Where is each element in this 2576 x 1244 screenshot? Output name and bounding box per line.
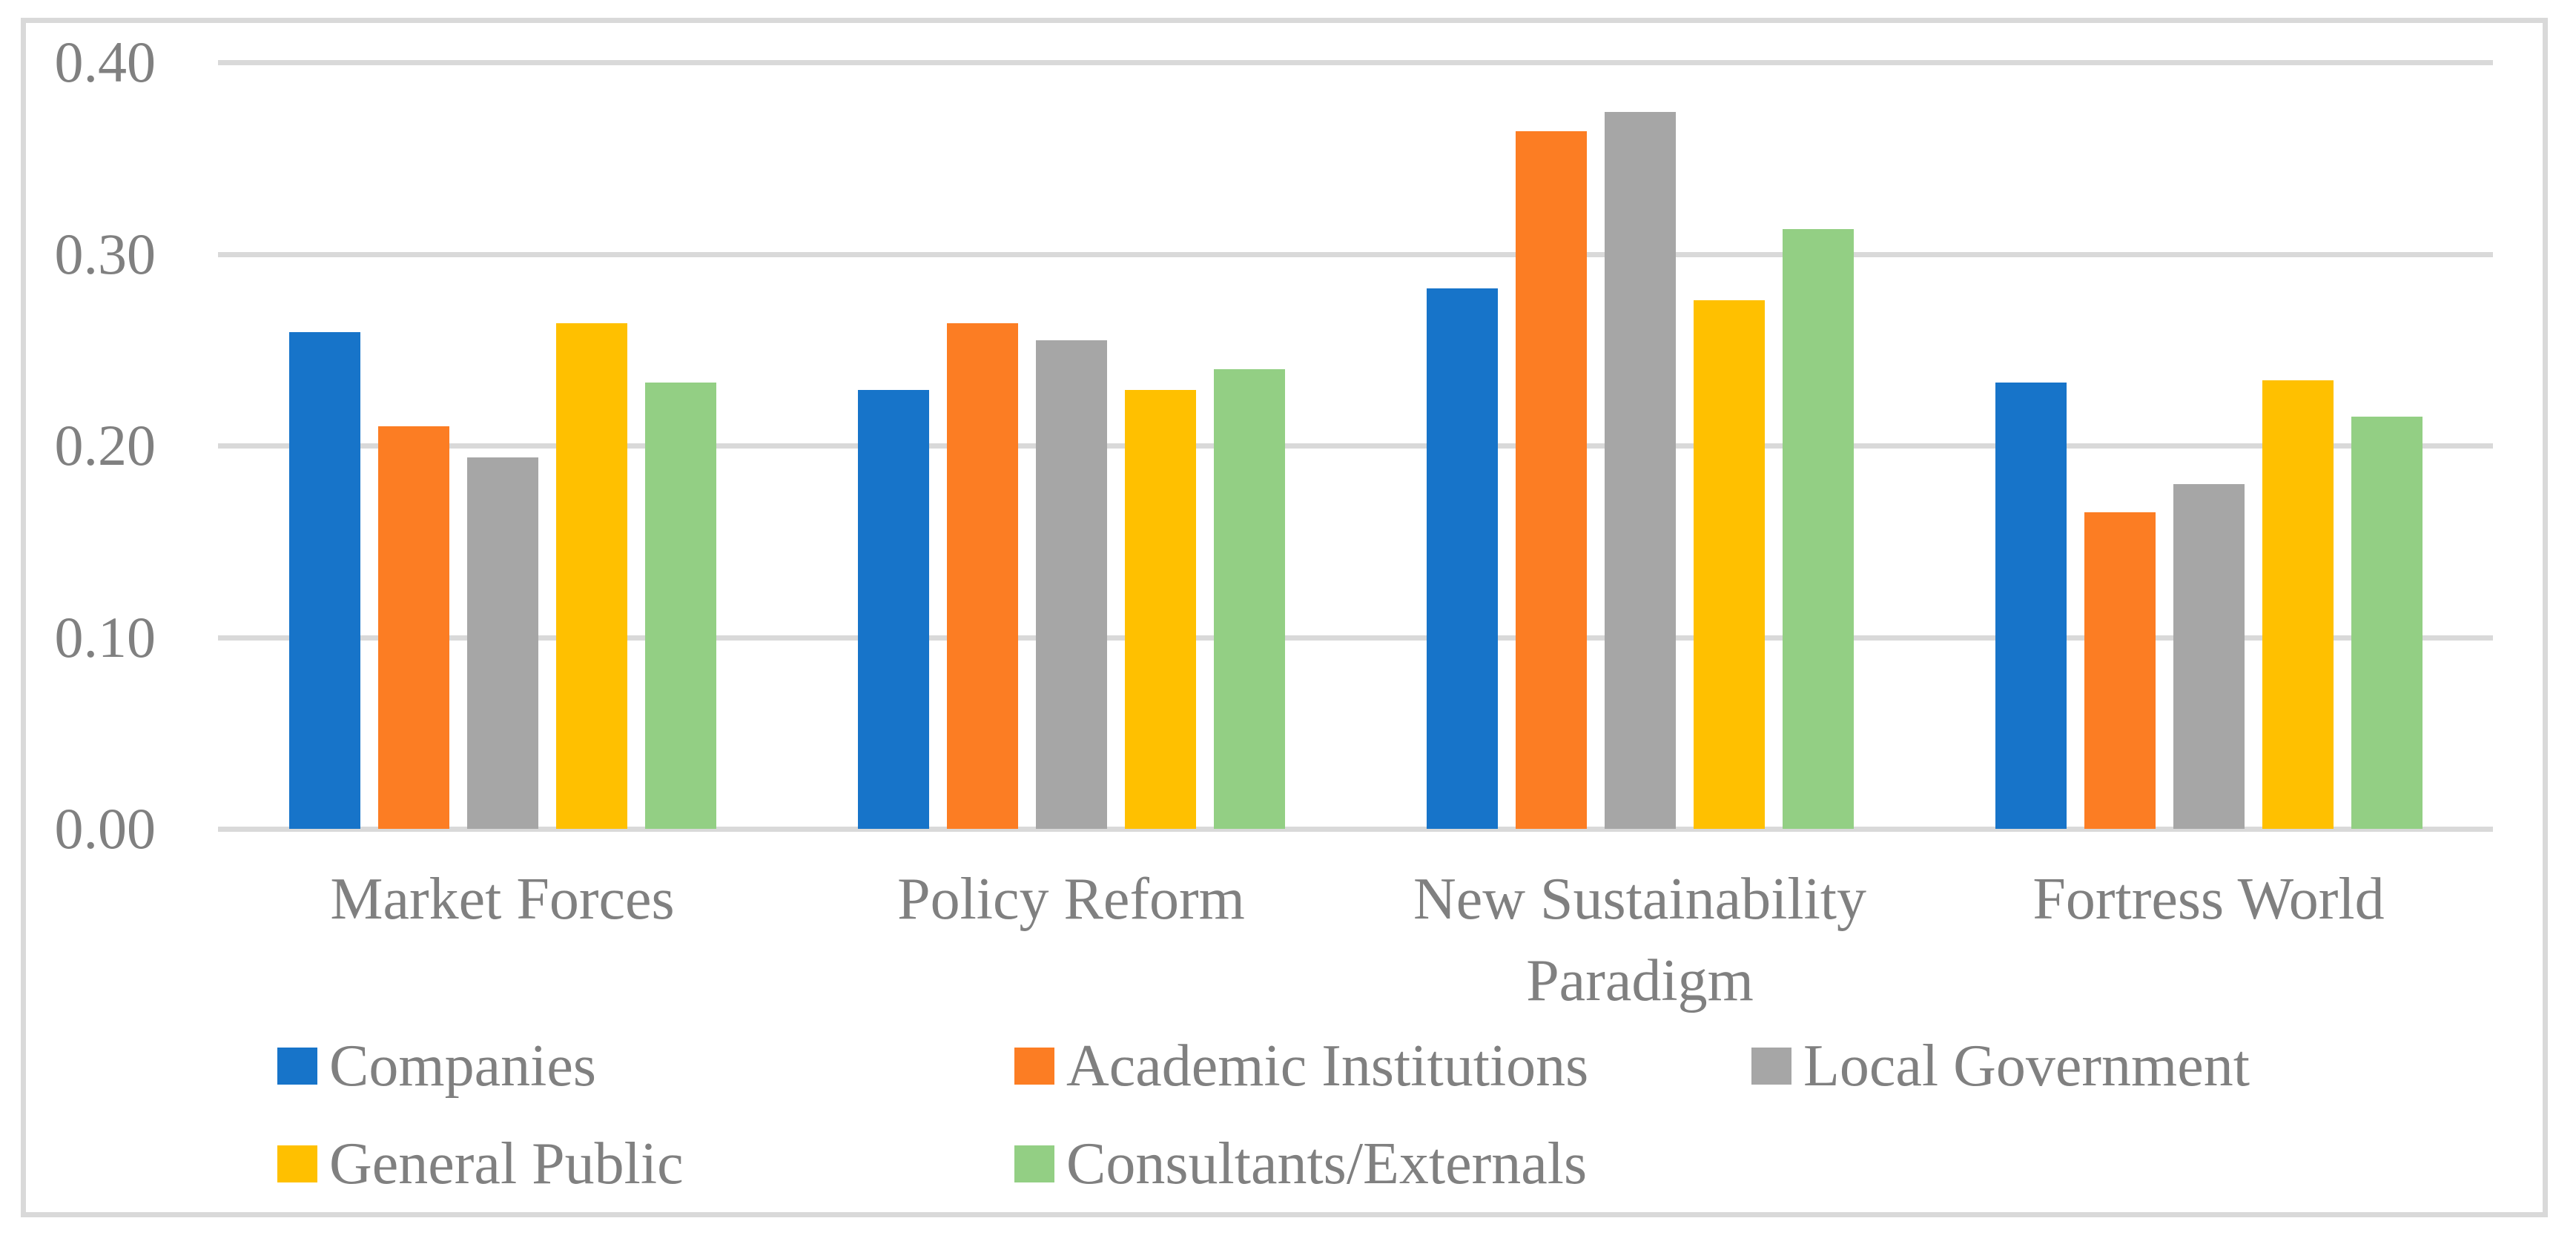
bar-academic-institutions-3 [1515,131,1587,829]
bar-academic-institutions-2 [946,323,1018,829]
legend-label: General Public [329,1131,684,1197]
legend-item: Companies [277,1028,596,1105]
legend-label: Consultants/Externals [1066,1131,1588,1197]
y-axis-tick-label: 0.30 [54,221,156,286]
bar-companies-3 [1426,288,1498,829]
category-label: New Sustainability Paradigm [1413,867,1867,1013]
bar-local-government-1 [466,457,538,829]
legend-label: Companies [329,1033,596,1099]
bar-general-public-3 [1693,300,1765,829]
bar-academic-institutions-1 [377,426,449,829]
bar-general-public-4 [2262,380,2334,829]
legend-swatch-icon [277,1145,317,1183]
bar-local-government-4 [2173,484,2245,829]
legend-swatch-icon [277,1048,317,1085]
gridline [218,635,2493,641]
y-axis-tick-label: 0.40 [54,30,156,94]
bar-general-public-1 [555,323,627,829]
bar-companies-4 [1995,383,2067,829]
bar-companies-1 [288,332,360,829]
category-label: Market Forces [330,867,675,932]
x-axis-line [218,827,2493,832]
plot-area [218,60,2493,832]
legend-swatch-icon [1751,1048,1791,1085]
bar-academic-institutions-4 [2084,512,2156,829]
bar-local-government-3 [1604,112,1676,829]
legend-label: Local Government [1803,1033,2250,1099]
category-label: Policy Reform [897,867,1245,932]
legend-item: Consultants/Externals [1014,1125,1587,1202]
legend-item: General Public [277,1125,684,1202]
bar-consultants-externals-1 [644,383,716,829]
gridline [218,60,2493,65]
gridline [218,251,2493,257]
bar-consultants-externals-4 [2351,417,2423,829]
legend-swatch-icon [1014,1145,1054,1183]
y-axis-tick-label: 0.20 [54,413,156,477]
legend-label: Academic Institutions [1066,1033,1589,1099]
legend-item: Local Government [1751,1028,2250,1105]
bar-companies-2 [857,390,929,829]
bar-local-government-2 [1035,340,1107,829]
bar-consultants-externals-2 [1213,369,1285,829]
y-axis-tick-label: 0.10 [54,604,156,669]
legend-item: Academic Institutions [1014,1028,1588,1105]
category-label: Fortress World [2032,867,2385,932]
y-axis-tick-label: 0.00 [54,796,156,861]
bar-consultants-externals-3 [1782,229,1854,829]
bar-general-public-2 [1124,390,1196,829]
gridline [218,443,2493,449]
legend-swatch-icon [1014,1048,1054,1085]
